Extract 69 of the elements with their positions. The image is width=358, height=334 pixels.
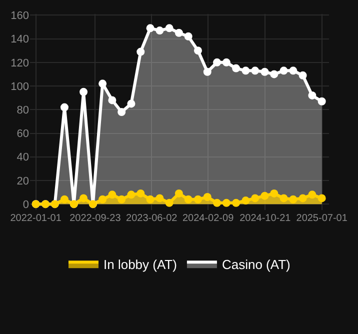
point [289, 195, 298, 204]
point [203, 68, 212, 76]
point [108, 96, 116, 104]
point [213, 58, 222, 66]
point [298, 71, 307, 80]
x-tick-label: 2022-09-23 [70, 213, 122, 224]
point [60, 103, 68, 112]
y-tick-label: 0 [22, 198, 29, 211]
point [156, 26, 164, 35]
legend-label: In lobby (AT) [104, 257, 177, 272]
point [242, 196, 250, 205]
point [222, 58, 230, 66]
point [165, 24, 174, 32]
point [127, 190, 136, 199]
point [203, 193, 212, 202]
x-tick-label: 2023-06-02 [126, 213, 178, 224]
point [251, 194, 260, 202]
x-tick-label: 2024-10-21 [240, 213, 292, 224]
legend-label: Casino (AT) [222, 257, 290, 272]
point [260, 192, 269, 200]
point [251, 66, 260, 75]
x-tick-label: 2024-02-09 [182, 213, 234, 224]
point [289, 66, 298, 75]
point [174, 28, 183, 37]
y-tick-label: 20 [16, 175, 29, 188]
point [136, 48, 145, 56]
point [232, 64, 240, 72]
point [260, 68, 269, 76]
point [184, 195, 192, 204]
point [60, 195, 68, 204]
point [174, 189, 183, 198]
point [280, 194, 288, 202]
y-tick-label: 60 [16, 128, 29, 140]
point [156, 194, 164, 202]
point [80, 88, 88, 96]
point [194, 195, 202, 204]
point [146, 24, 154, 32]
point [270, 189, 278, 198]
point [308, 91, 316, 100]
point [118, 108, 126, 116]
y-tick-label: 40 [16, 152, 29, 164]
y-tick-label: 140 [10, 34, 29, 46]
point [136, 189, 145, 198]
y-tick-label: 100 [10, 80, 29, 93]
point [232, 198, 240, 207]
point [318, 97, 326, 106]
y-tick-label: 160 [10, 10, 29, 22]
point [127, 100, 136, 108]
y-tick-label: 120 [10, 57, 29, 70]
point [298, 194, 307, 202]
point [118, 195, 126, 204]
point [280, 66, 288, 75]
point [308, 190, 316, 199]
point [146, 195, 154, 204]
x-tick-label: 2022-01-01 [10, 213, 62, 224]
point [80, 194, 88, 202]
point [108, 190, 116, 199]
point [165, 198, 174, 207]
point [184, 32, 192, 40]
y-tick-label: 80 [16, 104, 29, 116]
point [270, 70, 278, 78]
point [242, 66, 250, 75]
point [98, 80, 107, 88]
point [222, 198, 230, 207]
point [98, 195, 107, 204]
point [318, 194, 326, 202]
x-tick-label: 2025-07-01 [296, 213, 348, 224]
point [194, 46, 202, 55]
point [213, 198, 222, 207]
